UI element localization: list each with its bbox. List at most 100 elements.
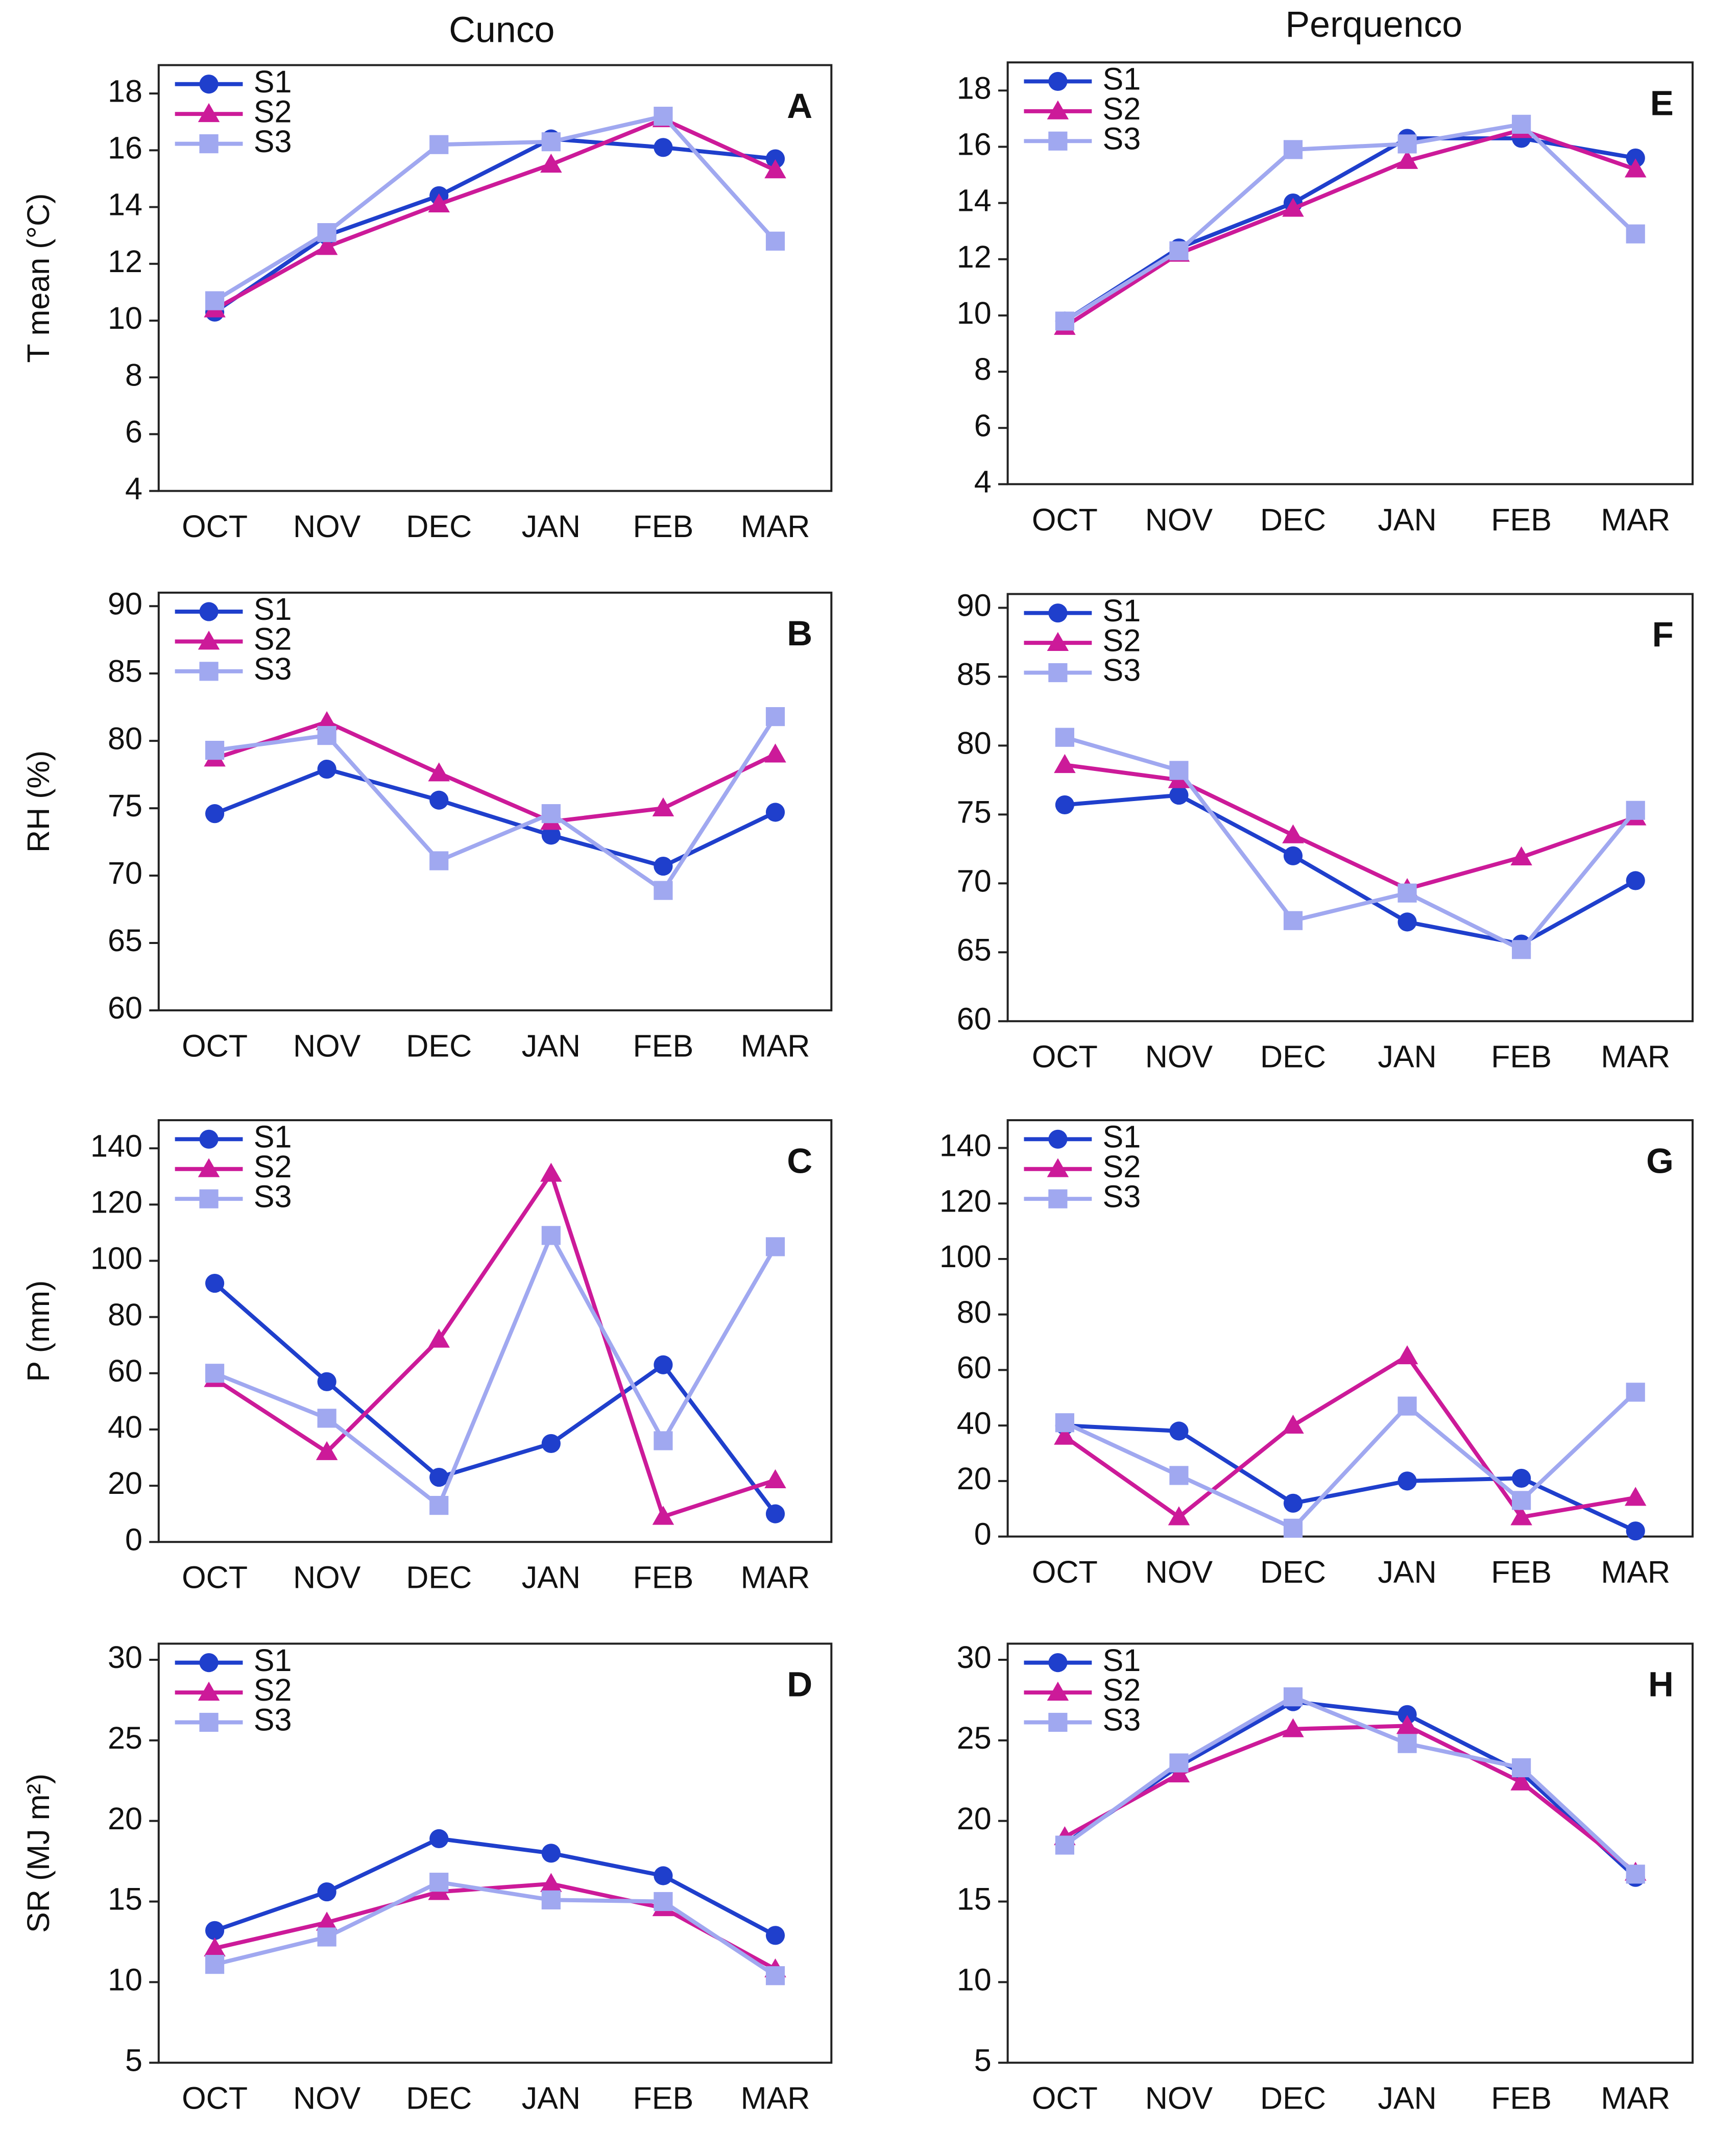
- x-tick-label: JAN: [1378, 1039, 1436, 1074]
- y-tick-label: 10: [108, 1963, 142, 1997]
- marker: [765, 1966, 785, 1986]
- marker: [316, 711, 338, 731]
- marker: [652, 1506, 674, 1525]
- marker: [205, 1273, 225, 1293]
- y-tick-label: 10: [957, 1963, 992, 1997]
- marker: [1283, 911, 1303, 930]
- marker: [1283, 846, 1303, 865]
- series-line: [1065, 793, 1637, 947]
- marker: [317, 223, 336, 243]
- x-tick-label: OCT: [1032, 1039, 1098, 1074]
- marker: [205, 804, 225, 824]
- plot-frame: [157, 64, 833, 492]
- marker: [654, 1892, 673, 1911]
- x-tick-label: NOV: [1145, 502, 1213, 537]
- panel-label: F: [1652, 615, 1674, 655]
- marker: [317, 725, 336, 745]
- x-tick-label: FEB: [633, 1560, 694, 1595]
- y-tick-label: 4: [974, 464, 992, 499]
- y-tick-label: 80: [108, 1297, 142, 1332]
- series-line: [1064, 122, 1637, 323]
- marker: [1047, 100, 1069, 119]
- y-tick-label: 65: [957, 932, 992, 967]
- x-tick-label: JAN: [1378, 1555, 1436, 1589]
- x-tick-label: JAN: [522, 1028, 581, 1063]
- series-line: [213, 137, 776, 314]
- marker: [1169, 785, 1189, 805]
- marker: [1048, 1129, 1068, 1149]
- y-axis-label: P (mm): [21, 1280, 56, 1382]
- y-tick-label: 10: [108, 301, 142, 335]
- y-tick-label: 90: [957, 588, 992, 623]
- x-tick-label: DEC: [1260, 1555, 1326, 1589]
- marker: [429, 135, 449, 154]
- y-tick-label: 80: [957, 1295, 992, 1329]
- y-tick-label: 60: [108, 1353, 142, 1388]
- marker: [317, 1409, 336, 1428]
- panel-label: B: [787, 613, 812, 653]
- marker: [1624, 158, 1647, 178]
- marker: [1512, 1491, 1531, 1510]
- y-tick-label: 85: [108, 653, 142, 688]
- series-line: [1064, 1353, 1636, 1520]
- panel-label: H: [1648, 1664, 1674, 1704]
- y-tick-label: 80: [957, 726, 992, 761]
- series-line: [214, 1836, 777, 1938]
- series-line: [213, 114, 777, 303]
- x-tick-label: NOV: [293, 509, 361, 544]
- x-tick-label: OCT: [1032, 1555, 1098, 1589]
- marker: [1510, 1771, 1532, 1790]
- series-line: [1064, 128, 1636, 329]
- series-line: [1064, 1695, 1637, 1876]
- marker: [205, 1364, 225, 1383]
- marker: [1283, 1687, 1303, 1707]
- marker: [205, 291, 225, 310]
- plot-frame: [157, 591, 833, 1011]
- x-tick-label: DEC: [406, 1028, 472, 1063]
- x-tick-label: OCT: [182, 2081, 248, 2116]
- marker: [1512, 1758, 1531, 1778]
- y-tick-label: 20: [957, 1801, 992, 1836]
- legend-label: S2: [1103, 91, 1141, 126]
- y-tick-label: 60: [108, 990, 142, 1025]
- marker: [1397, 1705, 1417, 1724]
- marker: [199, 662, 219, 681]
- marker: [1048, 663, 1068, 683]
- marker: [654, 1431, 673, 1450]
- legend-label: S1: [1103, 1119, 1141, 1154]
- legend-label: S1: [1103, 1643, 1141, 1678]
- y-tick-label: 12: [957, 239, 992, 274]
- y-tick-label: 120: [939, 1183, 992, 1218]
- marker: [1626, 1383, 1645, 1402]
- marker: [1047, 1158, 1069, 1177]
- marker: [316, 1441, 338, 1460]
- y-tick-label: 85: [957, 657, 992, 692]
- x-tick-label: MAR: [1601, 502, 1670, 537]
- x-tick-label: FEB: [1491, 2081, 1552, 2116]
- x-tick-label: NOV: [1145, 2081, 1213, 2116]
- marker: [764, 159, 786, 179]
- y-tick-label: 4: [125, 471, 142, 506]
- marker: [1397, 134, 1417, 154]
- marker: [540, 1873, 562, 1892]
- marker: [1626, 1521, 1645, 1541]
- y-tick-label: 20: [108, 1801, 142, 1836]
- x-tick-label: OCT: [1032, 2081, 1098, 2116]
- y-tick-label: 16: [108, 131, 142, 165]
- marker: [1624, 1487, 1647, 1506]
- y-tick-label: 30: [108, 1640, 142, 1675]
- marker: [429, 1829, 449, 1848]
- marker: [1626, 224, 1645, 244]
- marker: [199, 75, 219, 94]
- marker: [429, 1873, 449, 1892]
- plot-frame: [157, 1119, 833, 1543]
- marker: [1055, 1835, 1074, 1855]
- x-tick-label: MAR: [741, 2081, 810, 2116]
- marker: [317, 1372, 336, 1391]
- marker: [428, 193, 450, 212]
- marker: [764, 743, 786, 763]
- y-tick-label: 20: [957, 1461, 992, 1496]
- y-tick-label: 140: [939, 1128, 992, 1163]
- marker: [1048, 131, 1068, 151]
- marker: [1169, 1466, 1189, 1485]
